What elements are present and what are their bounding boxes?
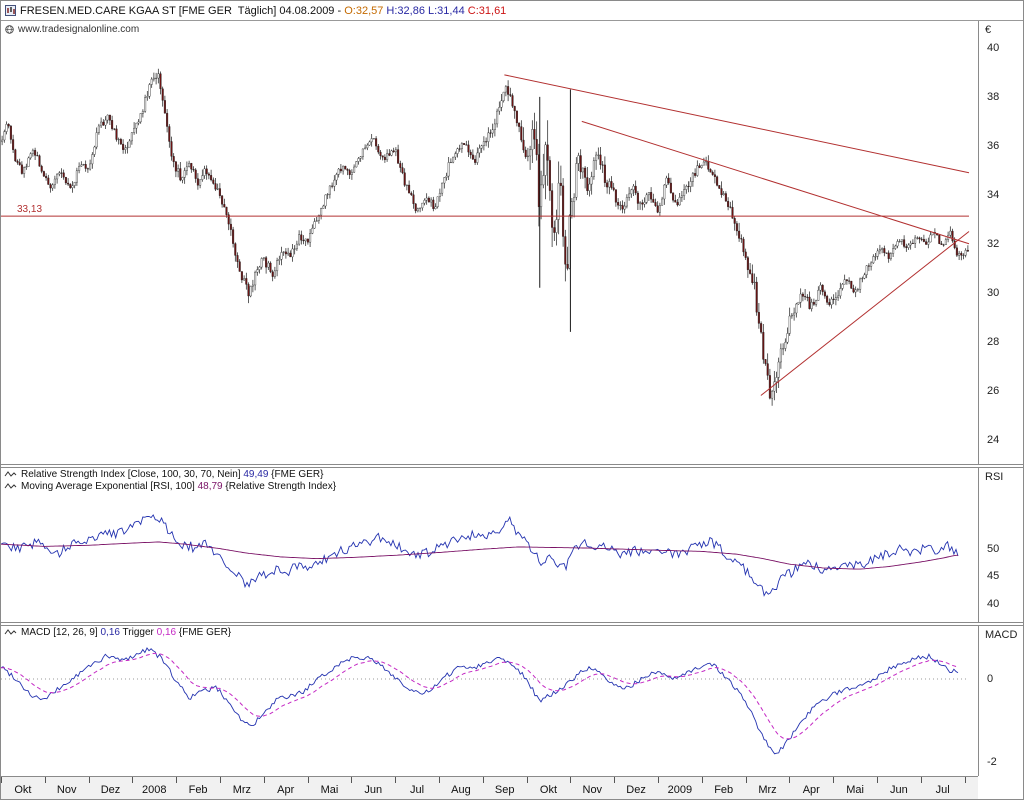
time-axis-tick xyxy=(745,777,747,783)
time-axis-tick xyxy=(877,777,878,783)
chart-window-icon xyxy=(5,5,16,16)
time-axis-tick xyxy=(1,777,2,783)
time-axis-tick xyxy=(526,777,528,783)
time-axis-label: Jul xyxy=(935,784,950,796)
time-axis-tick xyxy=(132,777,134,783)
panel-splitter[interactable] xyxy=(1,622,1023,626)
macd-legend[interactable]: MACD [12, 26, 9] 0,16 Trigger 0,16 {FME … xyxy=(4,627,231,638)
macd-legend-text: MACD [12, 26, 9] 0,16 Trigger 0,16 {FME … xyxy=(21,627,232,638)
time-axis-label: Sep xyxy=(494,784,515,796)
time-axis-tick xyxy=(351,777,353,783)
time-axis-label: Feb xyxy=(714,784,734,796)
time-axis-tick xyxy=(307,777,309,783)
chart-title-bar: FRESEN.MED.CARE KGAA ST [FME GER Täglich… xyxy=(1,1,1023,21)
horizontal-line-price-label: 33,13 xyxy=(17,204,43,216)
time-axis-tick xyxy=(439,777,440,783)
time-axis-label: Jun xyxy=(364,784,383,796)
macd-axis[interactable]: MACD 0 -2 xyxy=(978,626,1023,776)
time-axis-tick xyxy=(220,777,221,783)
time-axis-tick xyxy=(44,777,46,783)
time-axis-label: Nov xyxy=(56,784,77,796)
axis-tick-label: 36 xyxy=(987,139,1000,152)
price-axis[interactable]: € 40 38 36 34 32 30 28 26 24 xyxy=(978,21,1023,464)
axis-tick-label: 28 xyxy=(987,335,1000,348)
time-axis-label: Mrz xyxy=(758,784,777,796)
axis-tick-label: 30 xyxy=(987,286,1000,299)
price-chart-panel[interactable]: www.tradesignalonline.com 33,13 xyxy=(1,21,978,464)
macd-axis-title: MACD xyxy=(985,629,1018,641)
time-axis-label: Okt xyxy=(539,784,558,796)
time-axis-tick xyxy=(701,777,703,783)
macd-indicator-panel[interactable]: MACD [12, 26, 9] 0,16 Trigger 0,16 {FME … xyxy=(1,626,978,776)
rsi-indicator-panel[interactable]: Relative Strength Index [Close, 100, 30,… xyxy=(1,468,978,622)
time-axis-label: Mrz xyxy=(232,784,252,796)
watermark: www.tradesignalonline.com xyxy=(5,24,139,35)
time-axis-label: 2008 xyxy=(142,784,167,796)
time-axis-tick xyxy=(482,777,484,783)
rsi-chart[interactable] xyxy=(1,468,978,622)
macd-chart[interactable] xyxy=(1,626,978,776)
watermark-text: www.tradesignalonline.com xyxy=(18,24,140,35)
panel-splitter[interactable] xyxy=(1,464,1023,468)
axis-tick-label: 32 xyxy=(987,237,1000,250)
time-axis-tick xyxy=(176,777,178,783)
time-axis-label: Mai xyxy=(320,784,339,796)
rsi-axis-title: RSI xyxy=(985,471,1004,483)
time-axis-tick xyxy=(964,777,966,783)
time-axis-label: Feb xyxy=(188,784,208,796)
axis-tick-label: 40 xyxy=(987,598,1000,611)
time-axis-label: Apr xyxy=(277,784,295,796)
axis-tick-label: -2 xyxy=(987,755,997,768)
time-axis-label: 2009 xyxy=(667,784,693,796)
rsi-axis[interactable]: RSI 50 45 40 xyxy=(978,468,1023,622)
time-axis[interactable]: Okt Nov Dez 2008 Feb Mrz Apr Mai Jun Jul Aug Sep Okt… xyxy=(1,776,978,799)
time-axis-tick xyxy=(658,777,659,783)
rsi-ema-legend-text: Moving Average Exponential [RSI, 100] 48… xyxy=(21,481,337,492)
rsi-ema-legend[interactable]: Moving Average Exponential [RSI, 100] 48… xyxy=(4,481,336,492)
time-axis-tick xyxy=(263,777,265,783)
axis-tick-label: 38 xyxy=(987,90,1000,103)
indicator-curve-icon xyxy=(4,471,17,477)
time-axis-tick xyxy=(570,777,572,783)
axis-tick-label: 26 xyxy=(987,384,1000,397)
indicator-curve-icon xyxy=(4,483,17,489)
price-axis-unit: € xyxy=(985,24,992,36)
axis-tick-label: 34 xyxy=(987,188,1000,201)
time-axis-tick xyxy=(789,777,791,783)
time-axis-tick xyxy=(395,777,397,783)
time-axis-label: Dez xyxy=(100,784,121,796)
rsi-legend[interactable]: Relative Strength Index [Close, 100, 30,… xyxy=(4,469,323,480)
axis-tick-label: 24 xyxy=(987,433,1000,446)
time-axis-tick xyxy=(920,777,922,783)
rsi-legend-text: Relative Strength Index [Close, 100, 30,… xyxy=(21,469,324,480)
time-axis-label: Dez xyxy=(626,784,646,796)
time-axis-label: Apr xyxy=(802,784,820,796)
axis-tick-label: 0 xyxy=(987,673,994,686)
time-axis-label: Mai xyxy=(846,784,864,796)
time-axis-label: Nov xyxy=(582,784,603,796)
axis-tick-label: 50 xyxy=(987,542,1000,555)
time-axis-tick xyxy=(88,777,90,783)
indicator-curve-icon xyxy=(4,629,17,635)
time-axis-tick xyxy=(833,777,835,783)
time-axis-tick xyxy=(614,777,616,783)
axis-tick-label: 45 xyxy=(987,570,1000,583)
axis-tick-label: 40 xyxy=(987,41,1000,54)
candlestick-chart[interactable] xyxy=(1,21,978,464)
time-axis-label: Jun xyxy=(890,784,908,796)
chart-title-text: FRESEN.MED.CARE KGAA ST [FME GER Täglich… xyxy=(20,4,507,17)
time-axis-label: Jul xyxy=(410,784,425,796)
time-axis-label: Aug xyxy=(451,784,471,796)
globe-icon xyxy=(5,25,14,34)
time-axis-label: Okt xyxy=(14,784,32,796)
